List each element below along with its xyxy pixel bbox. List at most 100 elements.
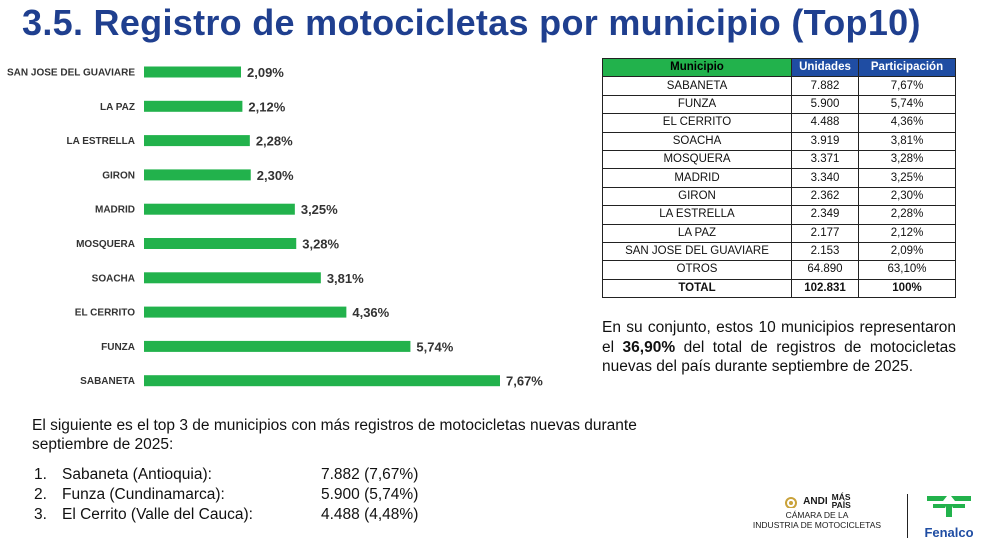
- total-unidades: 102.831: [791, 278, 859, 299]
- cell-municipio: OTROS: [602, 260, 792, 280]
- cell-participacion: 63,10%: [858, 260, 956, 280]
- cell-unidades: 3.340: [791, 168, 859, 188]
- cell-unidades: 3.919: [791, 131, 859, 151]
- camara-line1: CÁMARA DE LA: [785, 510, 849, 520]
- category-label: SOACHA: [92, 273, 135, 284]
- header-municipio: Municipio: [602, 57, 792, 78]
- list-name: El Cerrito (Valle del Cauca):: [62, 506, 253, 523]
- list-item: 1. Sabaneta (Antioquia): 7.882 (7,67%): [34, 465, 464, 485]
- list-item: 2. Funza (Cundinamarca): 5.900 (5,74%): [34, 485, 464, 505]
- camara-line2: INDUSTRIA DE MOTOCICLETAS: [752, 520, 882, 530]
- cell-unidades: 4.488: [791, 113, 859, 133]
- bar: [144, 66, 242, 78]
- cell-municipio: SOACHA: [602, 131, 792, 151]
- summary-text-after: del total de registros de motocicletas n…: [602, 338, 956, 376]
- list-name: Sabaneta (Antioquia):: [62, 466, 212, 483]
- total-participacion: 100%: [858, 278, 956, 299]
- cell-unidades: 2.362: [791, 186, 859, 207]
- summary-highlight: 36,90%: [622, 338, 676, 356]
- category-label: SAN JOSE DEL GUAVIARE: [7, 68, 135, 79]
- cell-unidades: 2.349: [791, 205, 859, 225]
- list-value: 4.488 (4,48%): [321, 506, 419, 523]
- bar: [144, 238, 297, 249]
- data-label: 3,81%: [327, 271, 364, 286]
- logo-divider: [907, 494, 908, 538]
- cell-municipio: LA ESTRELLA: [602, 205, 792, 225]
- list-value: 7.882 (7,67%): [321, 466, 419, 483]
- category-label: MADRID: [95, 205, 135, 216]
- table-row: EL CERRITO 4.488 4,36%: [602, 113, 956, 133]
- andi-logo: ANDI MÁS PAÍS CÁMARA DE LA INDUSTRIA DE M…: [747, 492, 887, 530]
- data-label: 4,36%: [352, 305, 389, 320]
- page-title: 3.5. Registro de motocicletas por munici…: [22, 2, 921, 43]
- fenalco-emblem-icon: [927, 496, 971, 517]
- data-label: 3,28%: [302, 237, 339, 252]
- summary-paragraph: En su conjunto, estos 10 municipios repr…: [602, 318, 956, 377]
- table-header-row: Municipio Unidades Participación: [602, 57, 956, 78]
- cell-municipio: SABANETA: [602, 76, 792, 96]
- mas-pais-line1: MÁS: [831, 492, 851, 502]
- list-name: Funza (Cundinamarca):: [62, 486, 225, 503]
- category-label: GIRON: [102, 170, 135, 181]
- fenalco-text: Fenalco: [924, 525, 974, 540]
- cell-municipio: FUNZA: [602, 94, 792, 115]
- list-number: 1.: [34, 466, 47, 483]
- header-unidades: Unidades: [791, 57, 859, 78]
- cell-municipio: MADRID: [602, 168, 792, 188]
- cell-municipio: LA PAZ: [602, 223, 792, 243]
- bar: [144, 340, 411, 352]
- table-row: SABANETA 7.882 7,67%: [602, 76, 956, 96]
- cell-unidades: 7.882: [791, 76, 859, 96]
- category-label: LA PAZ: [100, 102, 135, 113]
- category-label: EL CERRITO: [75, 308, 135, 319]
- table-row: LA ESTRELLA 2.349 2,28%: [602, 205, 956, 225]
- cell-participacion: 4,36%: [858, 113, 956, 133]
- data-label: 3,25%: [301, 202, 338, 217]
- mas-pais-line2: PAÍS: [831, 500, 851, 510]
- table-row: OTROS 64.890 63,10%: [602, 260, 956, 280]
- category-label: FUNZA: [101, 342, 135, 353]
- cell-municipio: SAN JOSE DEL GUAVIARE: [602, 241, 792, 262]
- bar: [144, 272, 321, 284]
- cell-participacion: 3,25%: [858, 168, 956, 188]
- list-number: 2.: [34, 486, 47, 503]
- table-row: GIRON 2.362 2,30%: [602, 186, 956, 207]
- cell-municipio: EL CERRITO: [602, 113, 792, 133]
- table-total-row: TOTAL 102.831 100%: [602, 278, 956, 299]
- top3-intro: El siguiente es el top 3 de municipios c…: [32, 417, 637, 453]
- bar-chart: SAN JOSE DEL GUAVIARE 2,09% LA PAZ 2,12% LA …: [7, 65, 543, 389]
- cell-unidades: 2.153: [791, 241, 859, 262]
- category-label: LA ESTRELLA: [66, 136, 135, 147]
- cell-unidades: 2.177: [791, 223, 859, 243]
- total-label: TOTAL: [602, 278, 792, 299]
- bar: [144, 306, 347, 318]
- category-label: SABANETA: [80, 376, 135, 387]
- cell-participacion: 7,67%: [858, 76, 956, 96]
- table-row: MOSQUERA 3.371 3,28%: [602, 149, 956, 170]
- list-item: 3. El Cerrito (Valle del Cauca): 4.488 (…: [34, 505, 464, 525]
- data-label: 2,28%: [256, 134, 293, 149]
- table-row: SOACHA 3.919 3,81%: [602, 131, 956, 151]
- fenalco-logo: Fenalco: [915, 492, 983, 540]
- bar: [144, 203, 295, 215]
- table-row: MADRID 3.340 3,25%: [602, 168, 956, 188]
- cell-municipio: GIRON: [602, 186, 792, 207]
- cell-unidades: 5.900: [791, 94, 859, 115]
- andi-emblem-icon: [785, 497, 798, 508]
- cell-unidades: 64.890: [791, 260, 859, 280]
- cell-municipio: MOSQUERA: [602, 149, 792, 170]
- cell-participacion: 2,09%: [858, 241, 956, 262]
- summary-text-before: En su conjunto, estos 10 municipios repr…: [602, 319, 956, 356]
- cell-participacion: 3,28%: [858, 149, 956, 170]
- table-row: SAN JOSE DEL GUAVIARE 2.153 2,09%: [602, 241, 956, 262]
- data-label: 2,09%: [247, 65, 284, 80]
- municipality-table: Municipio Unidades Participación SABANET…: [602, 57, 956, 299]
- top3-list: 1. Sabaneta (Antioquia): 7.882 (7,67%) 2…: [34, 465, 464, 525]
- cell-participacion: 2,12%: [858, 223, 956, 243]
- bar: [144, 169, 251, 181]
- table-row: FUNZA 5.900 5,74%: [602, 94, 956, 115]
- cell-participacion: 5,74%: [858, 94, 956, 115]
- bar: [144, 375, 500, 387]
- cell-participacion: 2,28%: [858, 205, 956, 225]
- bar: [144, 100, 243, 112]
